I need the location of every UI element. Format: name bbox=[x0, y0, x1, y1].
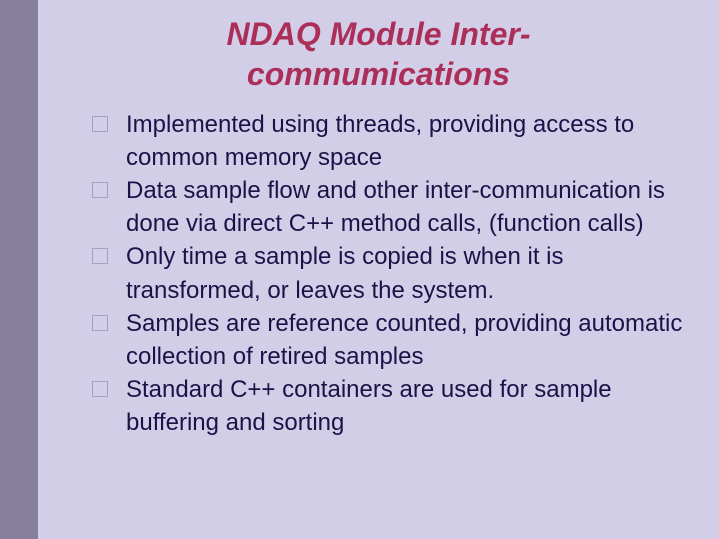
bullet-list: Implemented using threads, providing acc… bbox=[68, 108, 689, 439]
slide-title: NDAQ Module Inter-commumications bbox=[119, 14, 639, 94]
list-item: Standard C++ containers are used for sam… bbox=[92, 373, 689, 439]
list-item: Data sample flow and other inter-communi… bbox=[92, 174, 689, 240]
list-item: Implemented using threads, providing acc… bbox=[92, 108, 689, 174]
slide-body: NDAQ Module Inter-commumications Impleme… bbox=[38, 0, 719, 539]
list-item: Only time a sample is copied is when it … bbox=[92, 240, 689, 306]
list-item: Samples are reference counted, providing… bbox=[92, 307, 689, 373]
